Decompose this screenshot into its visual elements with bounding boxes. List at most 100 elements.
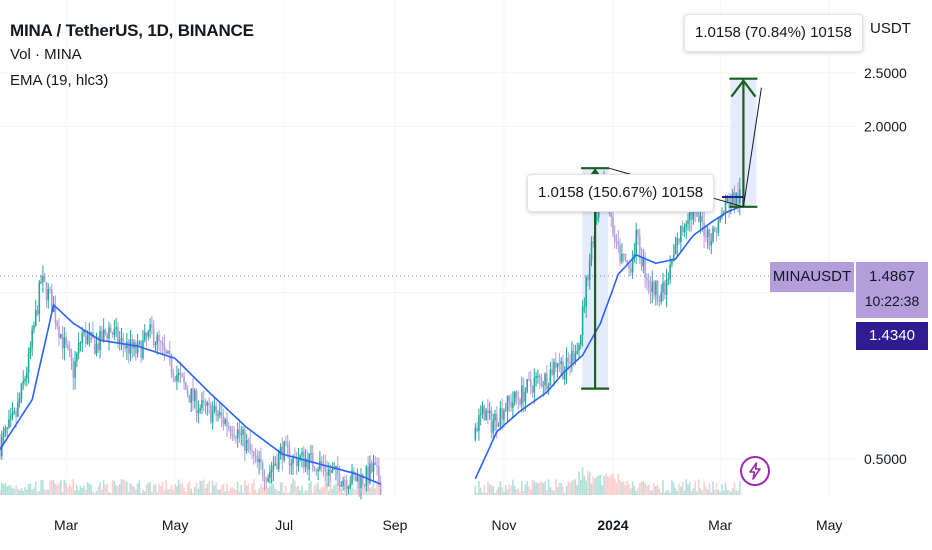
candle-body [297, 459, 300, 467]
volume-bar [226, 483, 228, 495]
volume-bar [621, 482, 623, 495]
candle-body [313, 466, 316, 471]
volume-bar [167, 489, 169, 495]
ema-indicator-label[interactable]: EMA (19, hlc3) [10, 72, 109, 89]
candle-body [215, 405, 218, 416]
volume-bar [544, 481, 546, 495]
currency-unit-label[interactable]: USDT [870, 20, 911, 37]
lightning-icon[interactable] [740, 456, 770, 486]
volume-bar [347, 492, 350, 495]
candle-body [347, 486, 350, 489]
candle-body [333, 468, 335, 470]
volume-bar [147, 482, 150, 495]
candle-body [531, 386, 534, 393]
volume-bar [190, 488, 193, 495]
volume-bar [109, 492, 112, 495]
candle-body [360, 474, 362, 488]
volume-bar [706, 489, 709, 495]
candle-body [581, 306, 584, 336]
candle-body [27, 352, 30, 373]
volume-bar [715, 482, 718, 495]
candle-body [631, 257, 634, 273]
candle-body [496, 413, 498, 427]
volume-bar [542, 483, 545, 495]
volume-bar [9, 484, 12, 495]
volume-bar [256, 492, 259, 495]
candle-body [285, 441, 287, 443]
candle-body [249, 442, 251, 451]
volume-bar [163, 490, 166, 495]
volume-bar [588, 472, 591, 495]
symbol-title[interactable]: MINA / TetherUS, 1D, BINANCE [10, 21, 254, 40]
volume-bar [124, 480, 126, 495]
candle-body [708, 229, 711, 246]
volume-indicator-label[interactable]: Vol · MINA [10, 46, 82, 63]
volume-bar [72, 479, 75, 495]
candle-body [560, 361, 562, 365]
volume-bar [192, 492, 194, 495]
volume-bar [342, 492, 344, 495]
candle-body [211, 411, 214, 423]
volume-bar [565, 485, 568, 495]
volume-bar [483, 484, 486, 495]
y-tick-label: 2.5000 [864, 65, 907, 81]
trend-line[interactable] [742, 87, 762, 207]
candle-body [515, 391, 518, 398]
candle-body [537, 375, 539, 377]
volume-bar [581, 467, 584, 495]
volume-bar [329, 482, 332, 495]
volume-bar [537, 483, 539, 495]
candle-body [272, 465, 275, 470]
candle-body [553, 361, 555, 375]
volume-bar [270, 479, 273, 495]
candle-body [544, 373, 546, 386]
time-axis[interactable]: Mar May Jul Sep Nov 2024 Mar May [54, 517, 842, 533]
volume-bar [638, 483, 641, 495]
candle-body [51, 289, 53, 312]
candle-body [655, 280, 657, 296]
candle-body [483, 405, 486, 421]
measure-callout-first[interactable]: 1.0158 (150.67%) 10158 [527, 174, 715, 212]
volume-bar [242, 492, 244, 495]
volume-bar [631, 481, 634, 495]
candle-body [651, 281, 654, 293]
volume-bar [492, 485, 495, 495]
volume-bar [149, 482, 151, 495]
volume-bar [571, 480, 573, 495]
volume-bar [311, 492, 314, 495]
x-tick-label: Mar [708, 517, 732, 533]
volume-bar [299, 490, 302, 495]
candle-body [242, 429, 244, 435]
candle-body [547, 385, 550, 390]
candle-body [142, 340, 144, 359]
volume-bar [172, 489, 175, 495]
volume-bar [260, 484, 262, 495]
volume-bar [13, 488, 16, 495]
candle-body [29, 347, 32, 353]
volume-bar [601, 485, 604, 495]
volume-bar [553, 490, 555, 495]
candle-body [138, 341, 141, 344]
volume-bar [563, 492, 566, 495]
candle-body [517, 397, 520, 400]
volume-bar [513, 485, 516, 495]
volume-bar [213, 485, 216, 495]
candle-body [240, 434, 243, 436]
volume-bar [97, 486, 100, 495]
volume-bar [118, 484, 121, 495]
candle-body [697, 210, 700, 223]
candle-body [145, 332, 148, 337]
volume-bar [47, 489, 50, 495]
candle-body [188, 395, 191, 403]
measure-callout-second[interactable]: 1.0158 (70.84%) 10158 [684, 14, 863, 52]
candle-body [197, 410, 200, 414]
volume-bar [651, 490, 654, 495]
candle-body [83, 330, 85, 334]
candle-body [58, 326, 60, 338]
candle-body [186, 389, 189, 396]
volume-bar [136, 483, 139, 495]
candle-body [311, 452, 314, 467]
candle-body [6, 427, 8, 429]
volume-bar [204, 488, 207, 495]
